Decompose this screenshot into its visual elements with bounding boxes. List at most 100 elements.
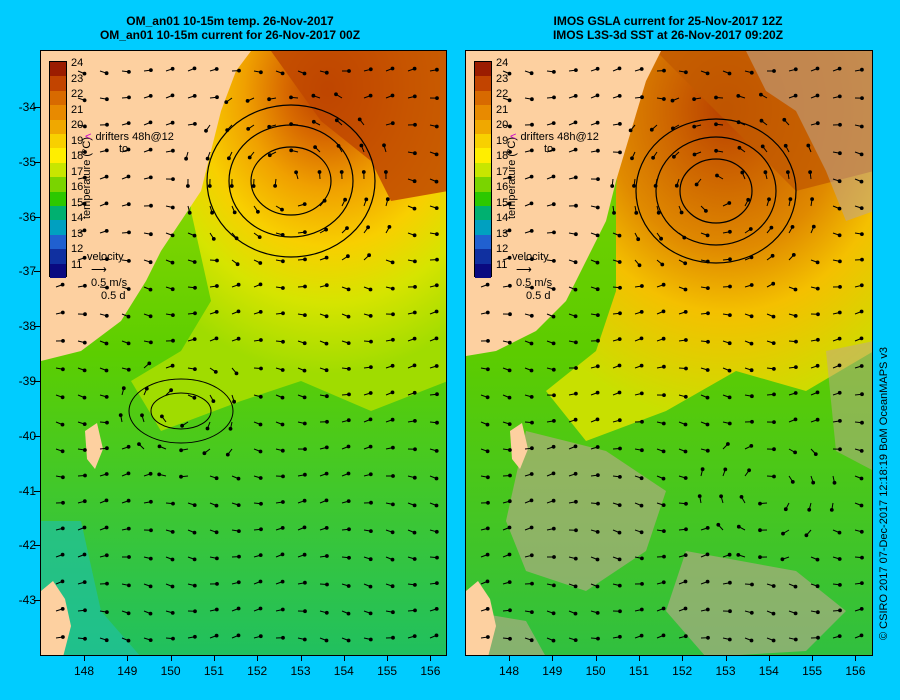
longitude-tick-label: 148 (498, 664, 520, 678)
current-vector-head (793, 314, 798, 318)
current-vector-head (726, 442, 730, 446)
current-vector-head (280, 526, 285, 530)
current-vector-head (749, 283, 754, 287)
current-vector-head (507, 228, 512, 233)
current-vector-head (815, 390, 820, 395)
current-vector-head (683, 579, 688, 584)
current-vector-head (324, 341, 329, 346)
current-vector-head (347, 392, 351, 397)
current-vector-head (368, 472, 373, 477)
colorbar-swatch (475, 220, 491, 236)
current-vector-head (662, 393, 666, 398)
longitude-tick-mark (509, 656, 510, 661)
current-vector-head (346, 584, 351, 588)
current-vector-head (280, 422, 285, 427)
current-vectors (55, 66, 439, 643)
colorbar-label: 13 (496, 227, 509, 240)
current-vector-head (281, 311, 285, 316)
current-vector-head (289, 95, 293, 100)
current-vector-head (811, 480, 816, 485)
current-vector-head (551, 121, 556, 125)
current-vector-head (83, 636, 87, 641)
current-vector-head (186, 184, 190, 188)
current-vector-head (595, 205, 600, 210)
current-vector-head (126, 174, 131, 179)
current-vector-head (368, 584, 373, 589)
current-vector-head (412, 530, 417, 535)
current-vector-head (573, 471, 578, 476)
current-vector-head (637, 263, 642, 268)
current-vector-head (649, 127, 654, 132)
current-vector-head (837, 390, 842, 395)
colorbar-label: 15 (496, 196, 509, 209)
current-vector-head (104, 201, 109, 206)
current-vector-head (683, 634, 688, 639)
current-vector-head (552, 583, 556, 588)
current-vector-head (529, 148, 534, 153)
current-vector-head (551, 526, 556, 531)
current-vector-head (434, 179, 439, 184)
current-vector-head (214, 633, 219, 638)
current-vector-head (838, 419, 842, 423)
current-vector-head (837, 530, 842, 535)
current-vector-head (391, 610, 395, 615)
current-vector-head (706, 339, 710, 344)
current-vector-head (705, 233, 710, 238)
colorbar-swatch (50, 105, 66, 121)
current-vector-head (339, 170, 344, 174)
current-vector-head (302, 498, 307, 503)
current-vector-head (767, 197, 771, 202)
current-vector-head (728, 229, 732, 234)
current-vector-head (192, 503, 197, 508)
current-vector-head (750, 582, 754, 587)
current-vector-head (837, 94, 842, 99)
current-vector-head (727, 71, 732, 76)
colorbar-label: 22 (496, 88, 509, 100)
current-vector-head (719, 494, 724, 499)
current-vector-head (412, 206, 417, 211)
current-vector-head (82, 499, 87, 504)
colorbar-swatch (475, 249, 491, 265)
current-vector-head (727, 368, 732, 373)
current-vector-head (171, 148, 175, 153)
current-vector-head (486, 339, 490, 343)
current-vector-head (772, 447, 776, 452)
current-vector-head (749, 70, 754, 75)
current-vector-head (628, 128, 633, 133)
current-vector-head (837, 634, 842, 638)
current-vector-head (838, 259, 842, 264)
left-map-panel: temperature (°C) 24 23 22 21 20 19 18 17 16 15 14 1… (40, 50, 447, 656)
current-vector-head (232, 210, 237, 215)
current-vector-head (193, 634, 197, 639)
current-vector-head (105, 97, 109, 102)
current-vector-head (126, 638, 131, 643)
colorbar-swatch (50, 234, 66, 250)
current-vector-head (61, 339, 65, 343)
longitude-tick-mark (855, 656, 857, 661)
current-vector-head (529, 638, 534, 643)
current-vector-head (60, 607, 65, 611)
current-vector-head (303, 472, 307, 477)
current-vector-head (595, 287, 600, 292)
longitude-tick-mark (300, 656, 302, 661)
current-vector-head (551, 174, 556, 179)
current-vector-head (237, 68, 241, 73)
current-vector-head (749, 444, 754, 448)
current-vector-head (573, 260, 578, 265)
current-vector-head (205, 426, 210, 431)
latitude-tick-mark (34, 161, 40, 163)
current-vector-head (508, 124, 512, 129)
current-vector-head (747, 468, 752, 473)
current-vector-head (302, 341, 307, 346)
latitude-tick-label: -36 (18, 209, 36, 224)
current-vector-head (170, 120, 175, 125)
current-vector-head (82, 71, 87, 76)
current-vector-head (662, 68, 666, 73)
current-vector-head (60, 552, 65, 557)
velocity-speed: 0.5 m/s (91, 277, 128, 289)
current-vector-head (127, 583, 131, 588)
current-vector-head (714, 148, 719, 153)
current-vector-head (214, 310, 219, 314)
current-vector-head (412, 336, 417, 341)
colorbar-swatch (50, 162, 66, 178)
